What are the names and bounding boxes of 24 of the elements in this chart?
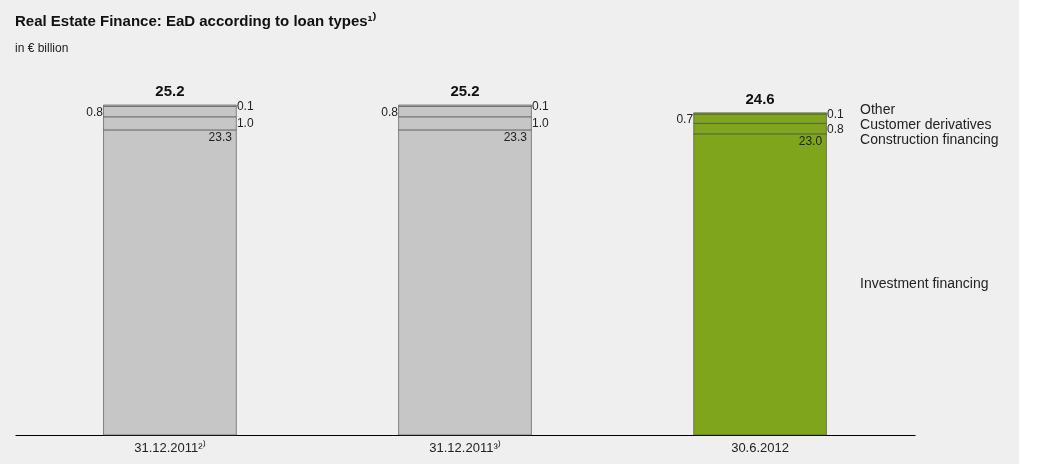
total-label: 25.2 bbox=[155, 82, 185, 99]
data-label: 0.8 bbox=[86, 104, 104, 119]
data-label: 1.0 bbox=[532, 116, 550, 131]
total-label: 24.6 bbox=[745, 89, 775, 107]
x-tick-label: 30.6.2012 bbox=[731, 439, 789, 455]
chart-title: Real Estate Finance: EaD according to loan types¹⁾ bbox=[15, 12, 376, 29]
data-label: 23.3 bbox=[503, 129, 528, 144]
x-tick-label: 31.12.2011²⁾ bbox=[134, 439, 206, 455]
x-tick-label: 31.12.2011³⁾ bbox=[429, 439, 501, 455]
data-label: 0.7 bbox=[676, 111, 694, 126]
text: Investment financing bbox=[860, 275, 989, 292]
chart-subtitle: in € billion bbox=[15, 41, 69, 55]
data-label: 1.0 bbox=[236, 116, 254, 131]
data-label: 0.8 bbox=[381, 104, 399, 119]
data-label: 23.3 bbox=[208, 129, 233, 144]
text: Other bbox=[860, 100, 896, 117]
text: Customer derivatives bbox=[860, 115, 992, 132]
data-label: 0.1 bbox=[827, 106, 845, 121]
total-label: 25.2 bbox=[450, 82, 480, 99]
data-label: 0.1 bbox=[236, 98, 254, 113]
data-label: 0.1 bbox=[532, 98, 550, 113]
data-label: 23.0 bbox=[798, 133, 823, 148]
text: Construction financing bbox=[860, 130, 999, 147]
data-label: 0.8 bbox=[827, 121, 845, 136]
